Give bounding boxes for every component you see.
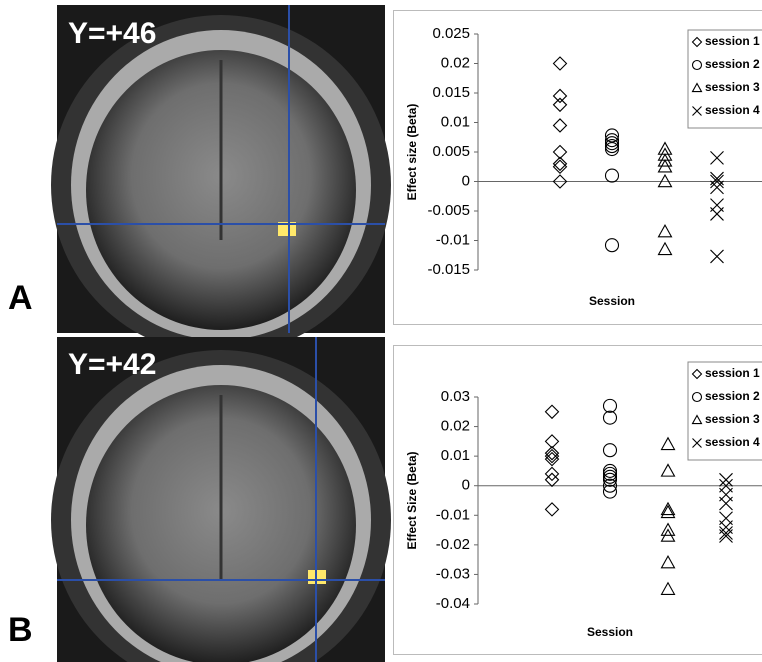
slice-label: Y=+46 [68, 17, 156, 50]
mri-image [51, 5, 391, 355]
y-tick-label: -0.02 [436, 536, 470, 553]
legend-label: session 1 [705, 366, 760, 380]
x-axis-label: Session [587, 625, 633, 639]
y-axis-label: Effect size (Beta) [405, 104, 419, 201]
panel-letter: A [8, 279, 33, 317]
legend-label: session 4 [705, 103, 760, 117]
legend-label: session 4 [705, 435, 760, 449]
figure: Y=+46 Y=+42 A B -0.015 -0.01 -0.005 0 0.005 0… [0, 0, 762, 662]
y-tick-label: 0.01 [441, 113, 470, 130]
y-axis-label: Effect Size (Beta) [405, 451, 419, 549]
y-tick-label: 0 [462, 477, 470, 494]
y-tick-label: 0.01 [441, 447, 470, 464]
y-tick-label: -0.03 [436, 565, 470, 582]
legend-label: session 2 [705, 57, 760, 71]
mri-image [51, 337, 391, 662]
legend-label: session 3 [705, 80, 760, 94]
y-tick-label: 0.015 [432, 84, 470, 101]
x-axis-label: Session [589, 294, 635, 308]
y-tick-label: -0.015 [427, 261, 470, 278]
y-tick-label: 0 [462, 172, 470, 189]
page: Y=+46 Y=+42 A B -0.015 -0.01 -0.005 0 0.005 0… [0, 0, 762, 662]
legend-label: session 2 [705, 389, 760, 403]
y-tick-label: 0.005 [432, 143, 470, 160]
y-tick-label: 0.025 [432, 25, 470, 42]
slice-label: Y=+42 [68, 348, 156, 381]
chart: -0.04 -0.03 -0.02 -0.01 0 0.01 0.02 0.03 Effect … [394, 346, 762, 655]
y-tick-label: -0.04 [436, 595, 470, 612]
panel-letter: B [8, 611, 33, 649]
y-tick-label: 0.03 [441, 388, 470, 405]
y-tick-label: -0.01 [436, 231, 470, 248]
y-tick-label: -0.005 [427, 202, 470, 219]
legend-label: session 1 [705, 34, 760, 48]
y-tick-label: 0.02 [441, 418, 470, 435]
chart: -0.015 -0.01 -0.005 0 0.005 0.01 0.015 0.02 0.02… [394, 11, 762, 325]
y-tick-label: -0.01 [436, 506, 470, 523]
legend-label: session 3 [705, 412, 760, 426]
y-tick-label: 0.02 [441, 54, 470, 71]
